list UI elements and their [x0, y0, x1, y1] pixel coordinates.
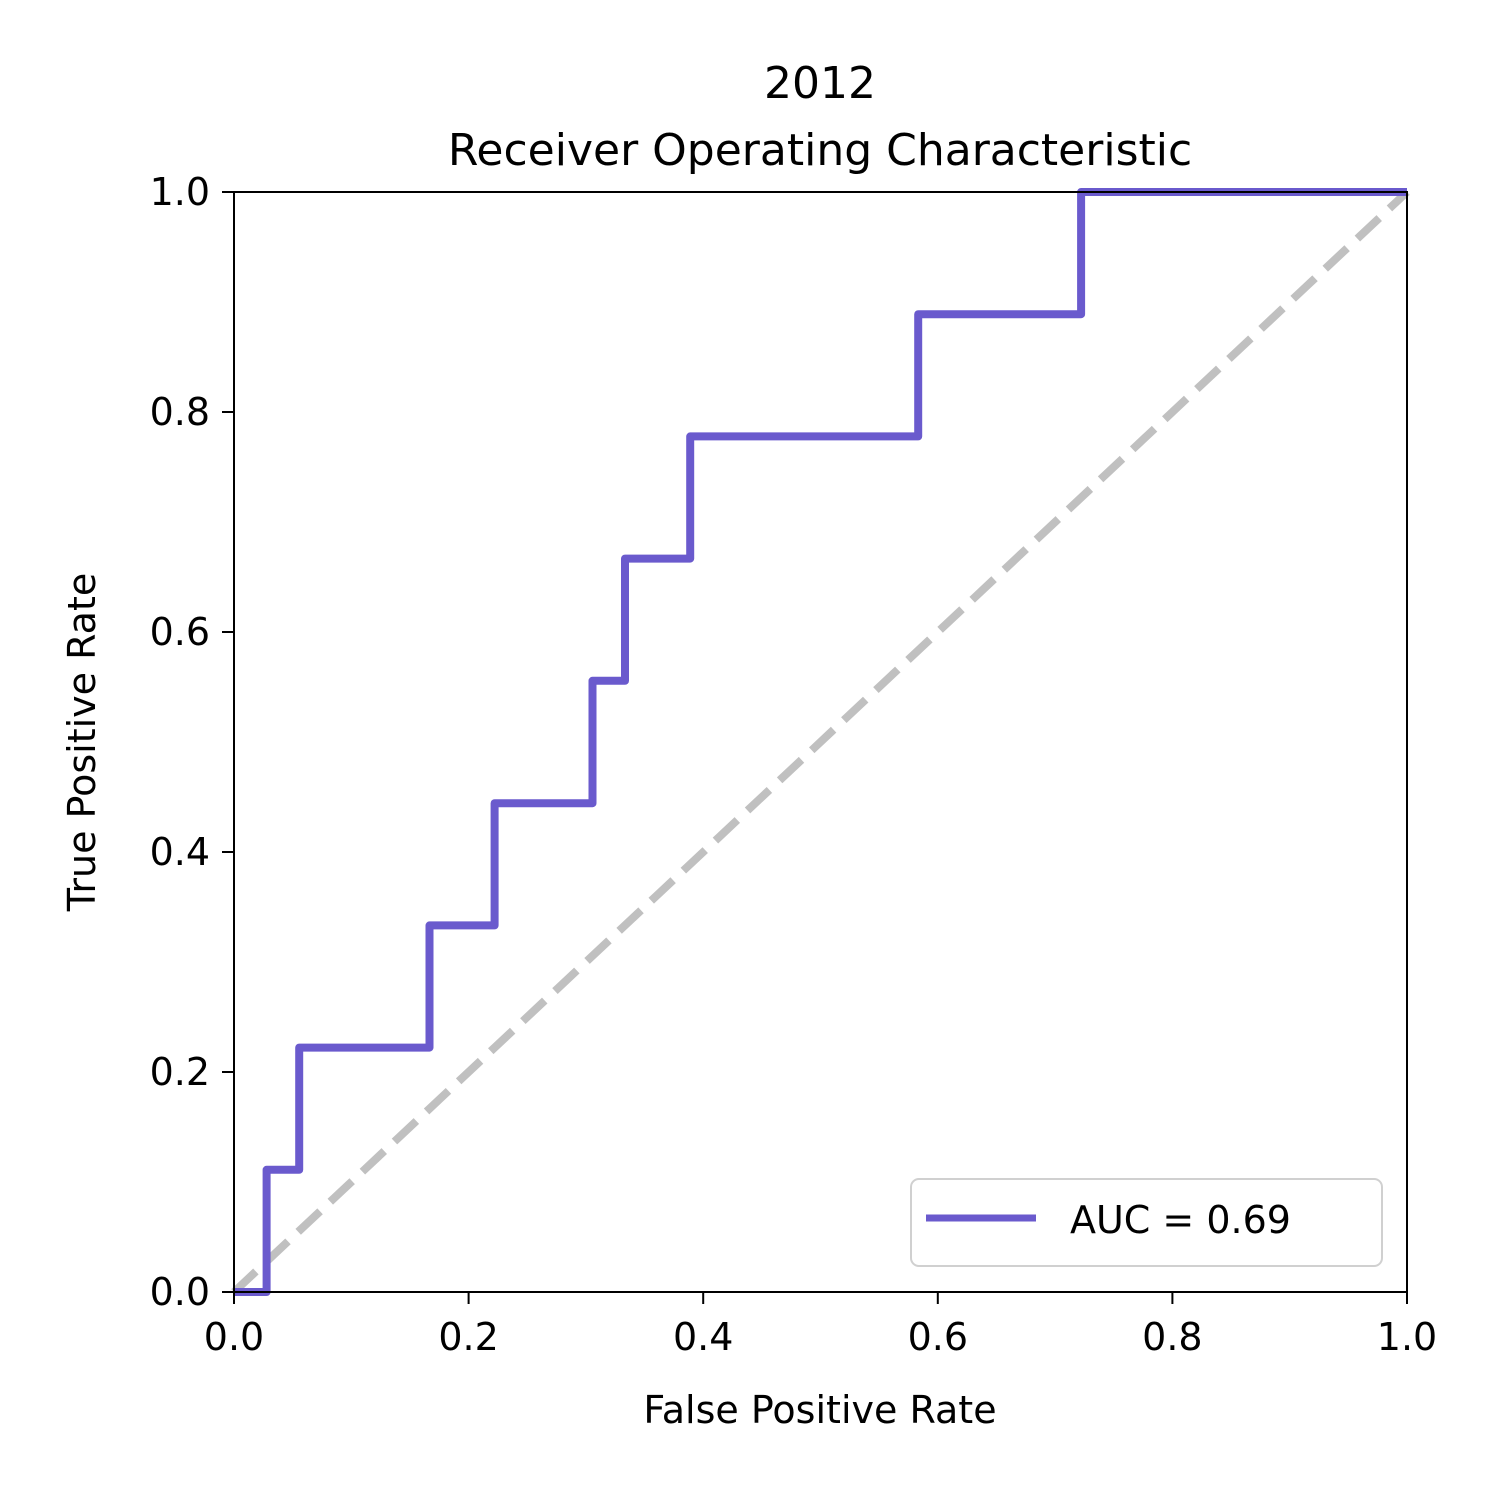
y-tick-label-1: 0.2 — [150, 1050, 210, 1094]
y-tick-label-0: 0.0 — [150, 1270, 210, 1314]
axis-ticks: 0.0 0.2 0.4 0.6 0.8 1.0 0.0 0.2 0.4 0.6 0.8 1.0 — [150, 170, 1438, 1359]
x-tick-label-3: 0.6 — [908, 1315, 968, 1359]
chart-title-line-1: 2012 — [764, 58, 876, 109]
roc-curve-series-0 — [234, 188, 1407, 1296]
legend-label-auc: AUC = 0.69 — [1070, 1198, 1291, 1242]
x-tick-label-0: 0.0 — [204, 1315, 264, 1359]
x-tick-label-4: 0.8 — [1142, 1315, 1202, 1359]
y-tick-label-5: 1.0 — [150, 170, 210, 214]
y-tick-label-3: 0.6 — [150, 610, 210, 654]
x-tick-label-1: 0.2 — [438, 1315, 498, 1359]
legend: AUC = 0.69 — [910, 1178, 1383, 1267]
x-tick-label-2: 0.4 — [673, 1315, 733, 1359]
y-axis-label: True Positive Rate — [60, 573, 104, 913]
x-tick-label-5: 1.0 — [1377, 1315, 1437, 1359]
chart-title-line-2: Receiver Operating Characteristic — [448, 125, 1192, 176]
x-axis-label: False Positive Rate — [643, 1388, 996, 1432]
legend-box — [910, 1178, 1383, 1267]
y-tick-label-2: 0.4 — [150, 830, 210, 874]
axes-frame — [233, 191, 1408, 1293]
chance-diagonal-line — [231, 189, 1410, 1295]
plot-area — [231, 188, 1410, 1296]
y-tick-label-4: 0.8 — [150, 390, 210, 434]
